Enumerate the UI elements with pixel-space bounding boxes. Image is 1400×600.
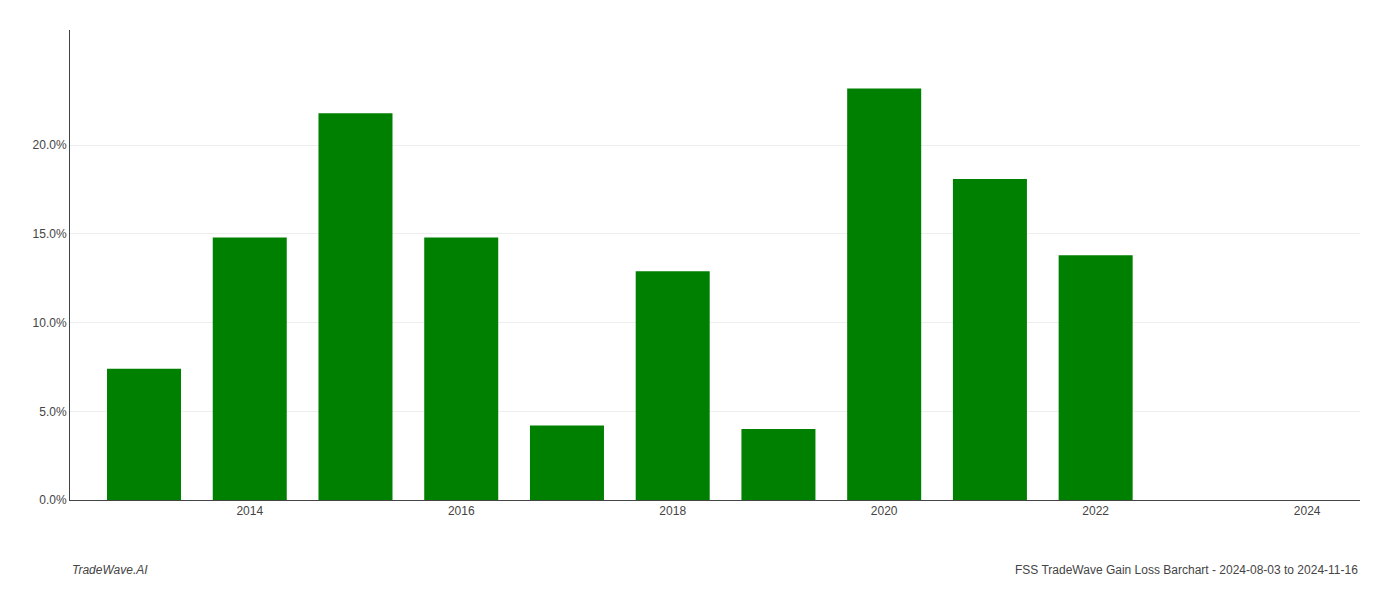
svg-text:2018: 2018 (659, 504, 686, 518)
svg-text:10.0%: 10.0% (33, 316, 67, 330)
svg-text:2016: 2016 (448, 504, 475, 518)
svg-text:15.0%: 15.0% (33, 227, 67, 241)
svg-text:0.0%: 0.0% (39, 493, 67, 507)
svg-text:2022: 2022 (1082, 504, 1109, 518)
svg-text:20.0%: 20.0% (33, 138, 67, 152)
svg-text:2014: 2014 (236, 504, 263, 518)
svg-text:FSS TradeWave Gain Loss Barcha: FSS TradeWave Gain Loss Barchart - 2024-… (1015, 563, 1358, 577)
svg-text:2024: 2024 (1294, 504, 1321, 518)
svg-text:TradeWave.AI: TradeWave.AI (72, 563, 148, 577)
svg-text:5.0%: 5.0% (39, 405, 67, 419)
svg-text:2020: 2020 (871, 504, 898, 518)
